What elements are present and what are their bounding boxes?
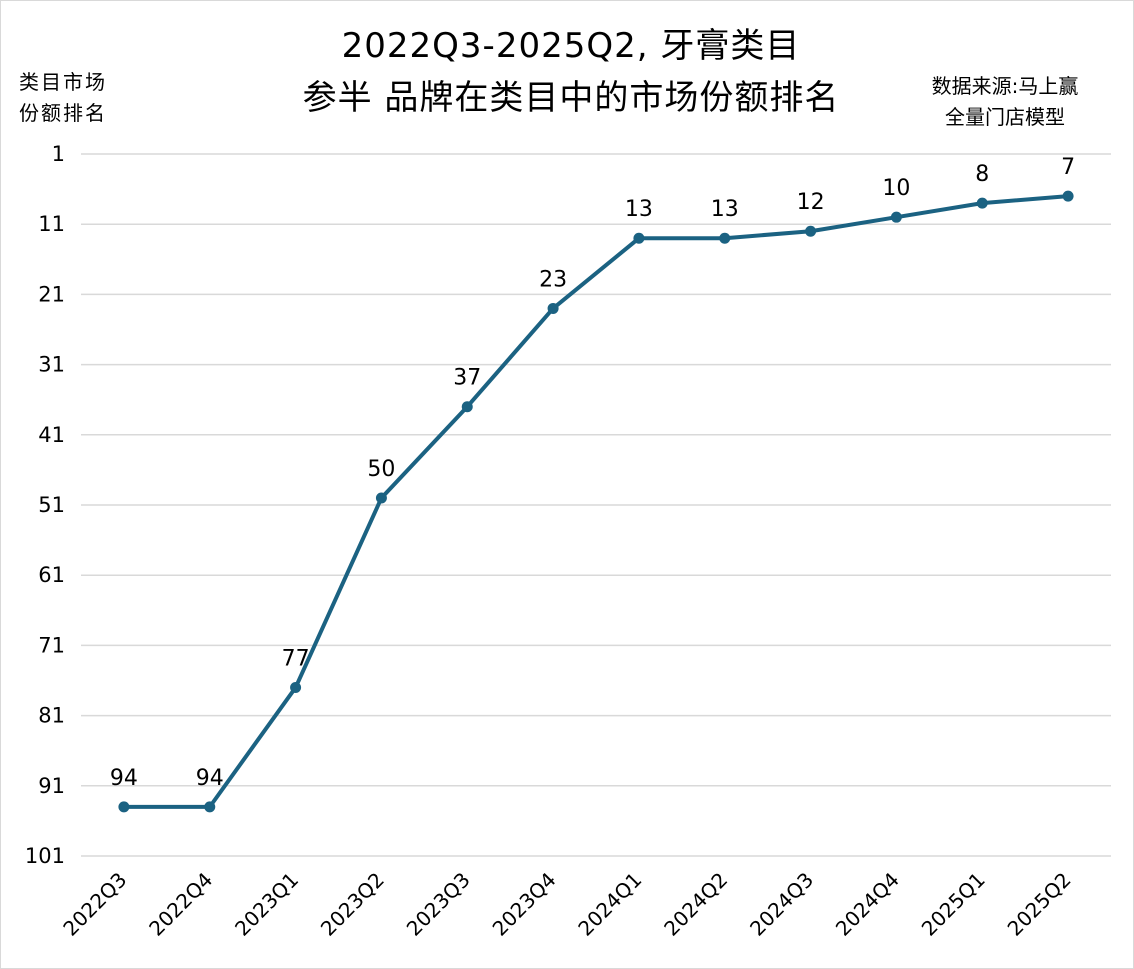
- data-label: 77: [282, 647, 310, 672]
- x-tick-label: 2024Q4: [831, 868, 904, 941]
- data-point: [805, 225, 817, 237]
- data-label: 23: [539, 267, 567, 292]
- y-tick-label: 61: [38, 563, 65, 587]
- x-tick-label: 2025Q1: [917, 868, 990, 941]
- data-label: 50: [367, 457, 395, 482]
- x-tick-label: 2023Q1: [230, 868, 303, 941]
- x-tick-label: 2022Q4: [144, 868, 217, 941]
- data-source-line2: 全量门店模型: [945, 105, 1065, 129]
- data-point: [290, 682, 302, 694]
- data-label: 7: [1061, 155, 1075, 180]
- data-labels: 94 94 77 50 37 23 13 13 12 10 8 7: [110, 155, 1075, 791]
- y-tick-label: 81: [38, 704, 65, 728]
- data-point: [547, 302, 559, 314]
- x-tick-label: 2025Q2: [1003, 868, 1076, 941]
- y-tick-label: 1: [52, 142, 65, 166]
- data-point: [375, 492, 387, 504]
- y-axis-label-line1: 类目市场: [19, 70, 107, 94]
- data-label: 94: [110, 766, 138, 791]
- data-label: 94: [196, 766, 224, 791]
- gridlines: [81, 153, 1111, 857]
- y-tick-label: 41: [38, 423, 65, 447]
- data-point: [719, 232, 731, 244]
- data-point: [890, 211, 902, 223]
- x-tick-label: 2022Q3: [58, 868, 131, 941]
- y-tick-label: 11: [38, 212, 65, 236]
- y-axis-label-line2: 份额排名: [19, 101, 107, 125]
- y-tick-label: 71: [38, 633, 65, 657]
- data-label: 13: [625, 197, 653, 222]
- data-point: [633, 232, 645, 244]
- data-source-note: 数据来源:马上赢 全量门店模型: [895, 71, 1115, 133]
- y-tick-label: 31: [38, 353, 65, 377]
- data-label: 12: [797, 190, 825, 215]
- y-axis-label: 类目市场 份额排名: [19, 67, 139, 129]
- data-point: [976, 197, 988, 209]
- data-point: [1062, 190, 1074, 202]
- data-point: [118, 801, 130, 813]
- data-label: 10: [882, 176, 910, 201]
- chart-title-line1: 2022Q3-2025Q2, 牙膏类目: [341, 26, 801, 66]
- data-label: 13: [711, 197, 739, 222]
- data-label: 37: [453, 366, 481, 391]
- y-tick-label: 91: [38, 774, 65, 798]
- data-point: [461, 401, 473, 413]
- x-tick-label: 2024Q3: [745, 868, 818, 941]
- x-tick-label: 2024Q1: [573, 868, 646, 941]
- y-tick-label: 51: [38, 493, 65, 517]
- series-line: [123, 194, 1069, 809]
- x-axis-ticks: 2022Q3 2022Q4 2023Q1 2023Q2 2023Q3 2023Q4 2024…: [58, 868, 1075, 941]
- data-label: 8: [975, 162, 989, 187]
- y-tick-label: 101: [25, 844, 65, 868]
- x-tick-label: 2023Q4: [488, 868, 561, 941]
- series-line-group: [118, 190, 1074, 813]
- y-tick-label: 21: [38, 282, 65, 306]
- x-tick-label: 2023Q3: [402, 868, 475, 941]
- x-tick-label: 2024Q2: [659, 868, 732, 941]
- data-source-line1: 数据来源:马上赢: [931, 74, 1079, 98]
- data-point: [204, 801, 216, 813]
- chart-title-line2: 参半 品牌在类目中的市场份额排名: [302, 78, 840, 118]
- x-tick-label: 2023Q2: [316, 868, 389, 941]
